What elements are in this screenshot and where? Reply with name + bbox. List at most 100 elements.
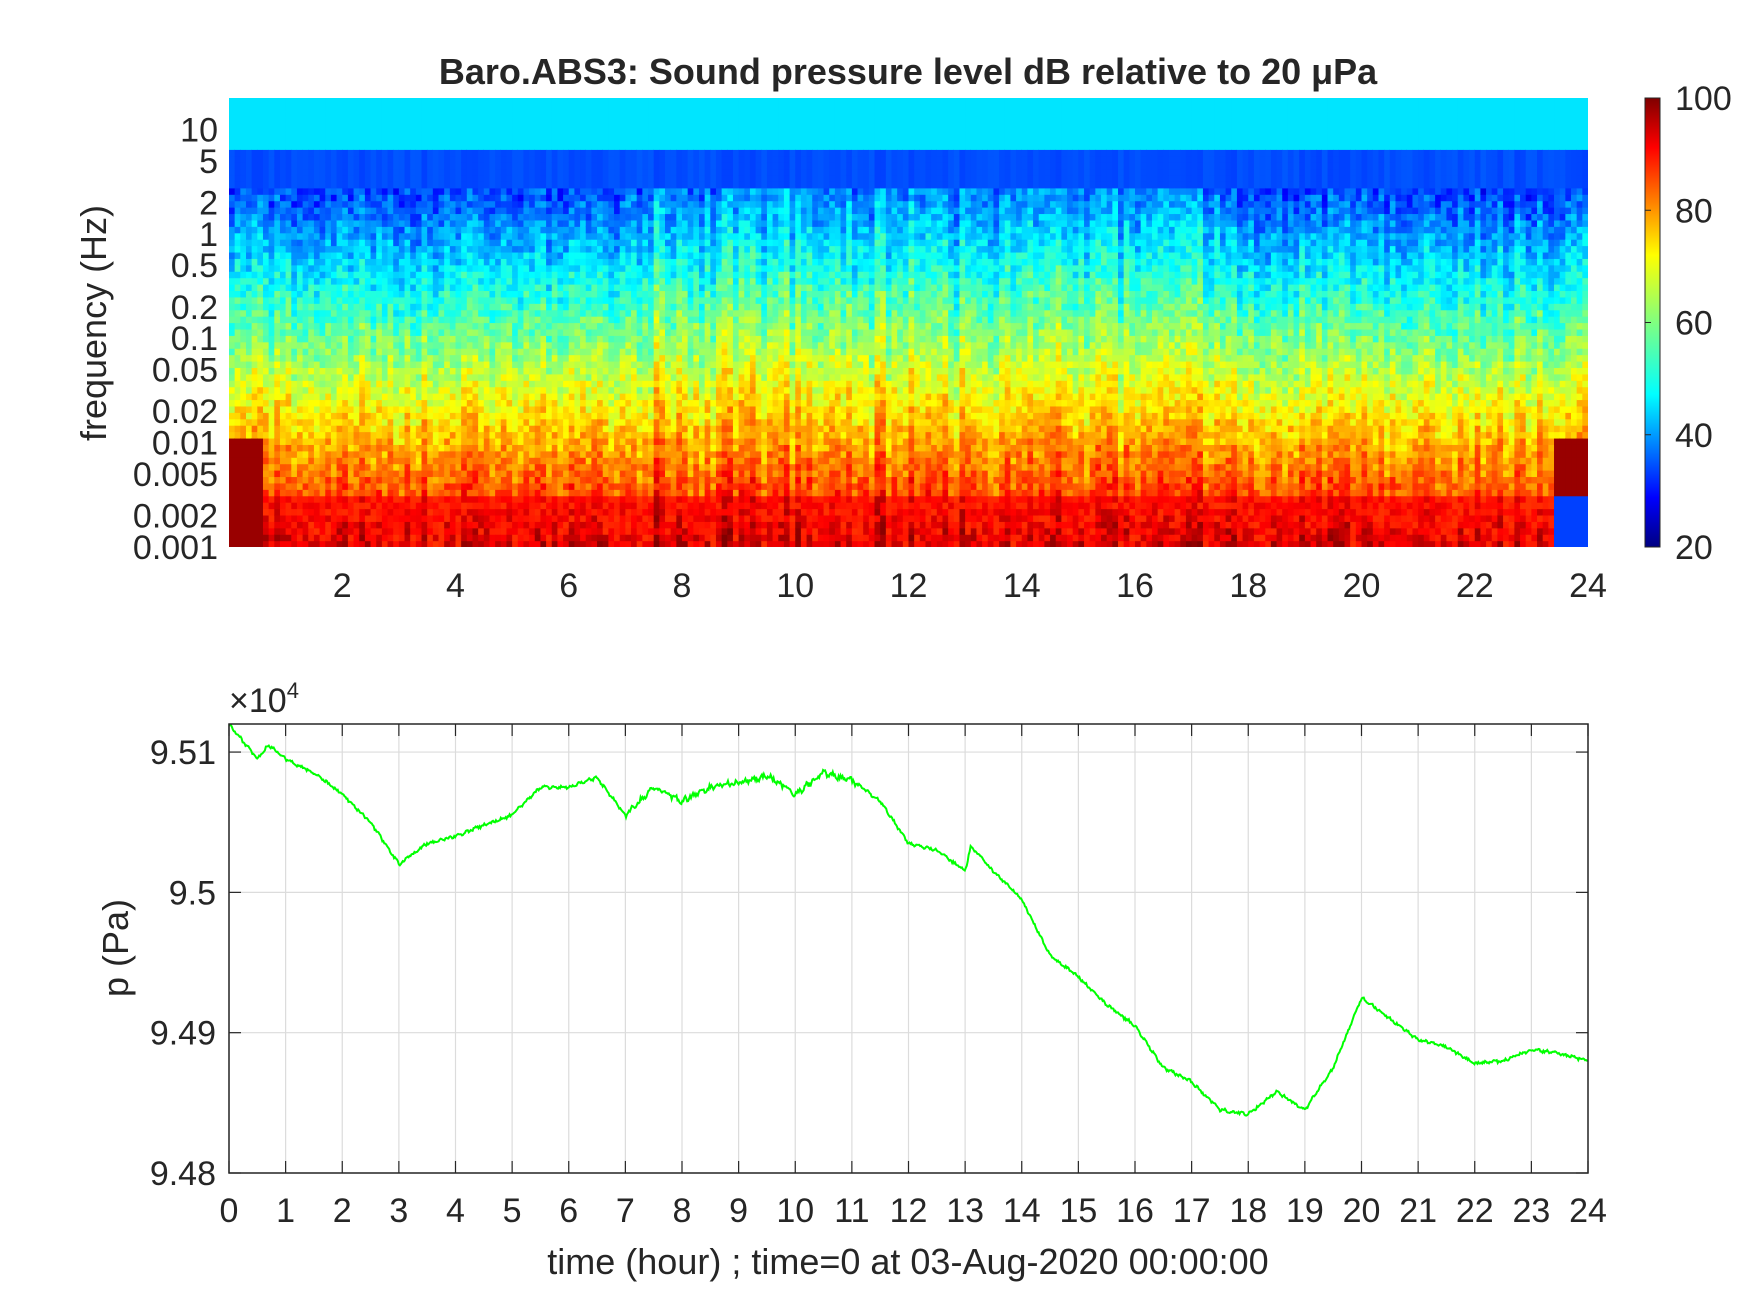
spectrogram-cell (518, 303, 524, 310)
spectrogram-cell (320, 509, 326, 516)
spectrogram-cell (331, 451, 337, 458)
spectrogram-cell (359, 509, 365, 516)
spectrogram-cell (608, 412, 614, 419)
spectrogram-cell (314, 393, 320, 400)
spectrogram-cell (280, 489, 286, 496)
spectrogram-cell (552, 451, 558, 458)
spectrogram-cell (563, 271, 569, 278)
spectrogram-cell (540, 361, 546, 368)
spectrogram-cell (303, 316, 309, 323)
spectrogram-cell (580, 130, 586, 137)
spectrogram-cell (450, 278, 456, 285)
spectrogram-cell (280, 412, 286, 419)
spectrogram-cell (444, 399, 450, 406)
spectrogram-cell (569, 528, 575, 535)
spectrogram-cell (427, 509, 433, 516)
spectrogram-cell (563, 432, 569, 439)
spectrogram-cell (354, 342, 360, 349)
spectrogram-cell (450, 393, 456, 400)
spectrogram-cell (472, 329, 478, 336)
spectrogram-cell (291, 419, 297, 426)
spectrogram-cell (297, 528, 303, 535)
spectrogram-cell (506, 169, 512, 176)
spectrogram-cell (388, 252, 394, 259)
spectrogram-cell (365, 521, 371, 528)
spectrogram-cell (405, 111, 411, 118)
spectrogram-cell (557, 509, 563, 516)
spectrogram-cell (286, 502, 292, 509)
spectrogram-cell (484, 489, 490, 496)
spectrogram-cell (518, 489, 524, 496)
spectrogram-cell (388, 502, 394, 509)
spectrogram-cell (546, 290, 552, 297)
spectrogram-cell (297, 444, 303, 451)
spectrogram-cell (365, 136, 371, 143)
spectrogram-cell (297, 297, 303, 304)
spectrogram-cell (342, 361, 348, 368)
spectrogram-cell (540, 194, 546, 201)
spectrogram-cell (478, 489, 484, 496)
spectrogram-cell (523, 399, 529, 406)
spectrogram-cell (540, 335, 546, 342)
spectrogram-cell (303, 335, 309, 342)
spectrogram-cell (274, 374, 280, 381)
spectrogram-cell (569, 489, 575, 496)
spectrogram-cell (439, 303, 445, 310)
spectrogram-cell (325, 265, 331, 272)
spectrogram-cell (331, 156, 337, 163)
spectrogram-cell (512, 374, 518, 381)
spectrogram-cell (597, 489, 603, 496)
spectrogram-cell (246, 156, 252, 163)
spectrogram-cell (523, 246, 529, 253)
spectrogram-cell (540, 175, 546, 182)
spectrogram-cell (291, 348, 297, 355)
spectrogram-cell (591, 278, 597, 285)
spectrogram-cell (608, 335, 614, 342)
spectrogram-cell (337, 496, 343, 503)
spectrogram-cell (461, 335, 467, 342)
spectrogram-cell (569, 342, 575, 349)
spectrogram-cell (472, 130, 478, 137)
spectrogram-cell (303, 297, 309, 304)
spectrogram-cell (229, 515, 235, 522)
spectrogram-cell (354, 162, 360, 169)
spectrogram-cell (603, 188, 609, 195)
spectrogram-cell (512, 316, 518, 323)
spectrogram-cell (501, 502, 507, 509)
spectrogram-cell (557, 310, 563, 317)
spectrogram-cell (252, 136, 258, 143)
spectrogram-cell (608, 393, 614, 400)
spectrogram-cell (489, 521, 495, 528)
spectrogram-cell (405, 233, 411, 240)
spectrogram-cell (467, 316, 473, 323)
spectrogram-cell (297, 252, 303, 259)
spectrogram-cell (342, 233, 348, 240)
spectrogram-cell (269, 310, 275, 317)
spectrogram-cell (393, 444, 399, 451)
spectrogram-cell (580, 342, 586, 349)
spectrogram-cell (371, 130, 377, 137)
spectrogram-cell (365, 149, 371, 156)
spectrogram-cell (297, 406, 303, 413)
spectrogram-cell (591, 271, 597, 278)
spectrogram-cell (591, 387, 597, 394)
spectrogram-cell (620, 303, 626, 310)
spectrogram-cell (450, 355, 456, 362)
spectrogram-cell (314, 117, 320, 124)
spectrogram-cell (586, 194, 592, 201)
spectrogram-cell (489, 457, 495, 464)
spectrogram-cell (286, 207, 292, 214)
spectrogram-cell (376, 534, 382, 541)
spectrogram-cell (422, 149, 428, 156)
spectrogram-cell (331, 220, 337, 227)
spectrogram-cell (518, 374, 524, 381)
spectrogram-cell (427, 496, 433, 503)
spectrogram-cell (371, 451, 377, 458)
spectrogram-cell (444, 464, 450, 471)
spectrogram-cell (325, 470, 331, 477)
spectrogram-cell (320, 220, 326, 227)
spectrogram-cell (320, 464, 326, 471)
spectrogram-cell (552, 425, 558, 432)
spectrogram-cell (450, 534, 456, 541)
spectrogram-cell (359, 310, 365, 317)
